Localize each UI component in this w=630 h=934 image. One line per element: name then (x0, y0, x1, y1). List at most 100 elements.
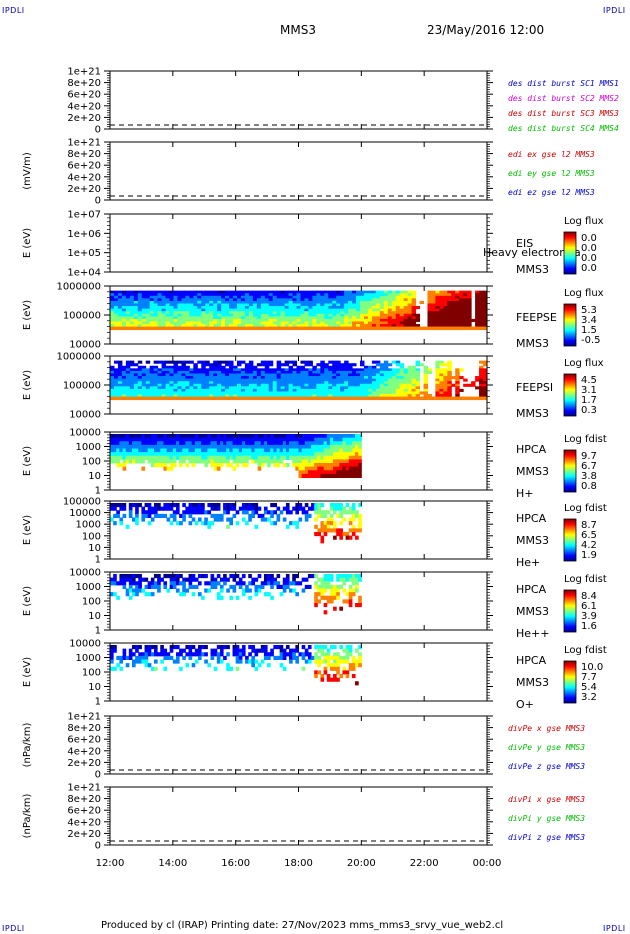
spectrogram-cell (213, 370, 218, 374)
spectrogram-cell (268, 363, 274, 367)
spectrogram-cell (110, 378, 115, 382)
spectrogram-cell (131, 459, 136, 464)
spectrogram-cell (391, 376, 397, 380)
spectrogram-cell (363, 316, 369, 320)
spectrogram-cell (328, 394, 333, 398)
spectrogram-cell (391, 306, 397, 310)
spectrogram-cell (391, 316, 397, 320)
spectrogram-cell (157, 444, 161, 449)
spectrogram-cell (391, 295, 397, 299)
spectrogram-cell (288, 293, 294, 297)
spectrogram-cell (320, 321, 325, 325)
spectrogram-cell (324, 381, 329, 385)
spectrogram-cell (217, 391, 222, 395)
spectrogram-cell (216, 652, 221, 657)
spectrogram-cell (367, 381, 373, 385)
spectrogram-cell (189, 313, 194, 317)
spectrogram-cell (363, 311, 369, 315)
spectrogram-cell (320, 595, 325, 600)
spectrogram-cell (351, 532, 356, 537)
spectrogram-cell (276, 303, 282, 307)
spectrogram-cell (165, 313, 171, 317)
spectrogram-cell (288, 321, 294, 325)
spectrogram-cell (191, 506, 196, 511)
spectrogram-cell (284, 313, 290, 317)
spectrogram-cell (236, 290, 242, 294)
spectrogram-cell (135, 574, 139, 579)
spectrogram-cell (295, 441, 299, 446)
spectrogram-cell (221, 376, 226, 380)
spectrogram-cell (363, 383, 369, 387)
spectrogram-cell (179, 581, 183, 586)
spectrogram-cell (356, 303, 361, 307)
spectrogram-cell (260, 463, 265, 468)
spectrogram-cell (467, 290, 472, 294)
spectrogram-cell (226, 506, 230, 511)
spectrogram-cell (204, 652, 208, 657)
spectrogram-cell (169, 368, 174, 372)
spectrogram-cell (117, 391, 123, 395)
spectrogram-cell (292, 316, 298, 320)
spectrogram-cell (395, 363, 401, 367)
spectrogram-cell (383, 293, 389, 297)
spectrogram-cell (235, 437, 240, 442)
spectrogram-cell (149, 365, 155, 369)
spectrogram-cell (411, 300, 417, 304)
spectrogram-cell (189, 300, 194, 304)
spectrogram-cell (141, 306, 147, 310)
spectrogram-cell (455, 290, 460, 294)
spectrogram-cell (348, 391, 353, 395)
spectrogram-cell (326, 466, 331, 471)
spectrogram-cell (185, 444, 190, 449)
spectrogram-cell (356, 295, 361, 299)
spectrogram-cell (153, 381, 159, 385)
spectrogram-cell (185, 448, 190, 453)
spectrogram-cell (348, 603, 353, 608)
spectrogram-cell (121, 378, 127, 382)
spectrogram-cell (260, 376, 266, 380)
spectrogram-cell (328, 313, 333, 317)
spectrogram-cell (252, 370, 258, 374)
spectrogram-cell (213, 381, 218, 385)
spectrogram-cell (179, 437, 183, 442)
spectrogram-cell (284, 368, 290, 372)
spectrogram-cell (308, 311, 313, 315)
spectrogram-cell (270, 581, 274, 586)
spectrogram-cell (260, 455, 265, 460)
spectrogram-cell (197, 510, 202, 515)
spectrogram-cell (197, 303, 202, 307)
spectrogram-cell (459, 298, 464, 302)
spectrogram-cell (300, 394, 305, 398)
spectrogram-cell (431, 298, 436, 302)
spectrogram-cell (213, 290, 218, 294)
spectrogram-cell (122, 513, 127, 518)
spectrogram-cell (295, 459, 299, 464)
spectrogram-cell (379, 386, 385, 390)
spectrogram-cell (260, 584, 265, 589)
spectrogram-cell (204, 510, 208, 515)
spectrogram-cell (191, 645, 196, 650)
spectrogram-band (229, 326, 234, 331)
spectrogram-cell (175, 521, 180, 526)
spectrogram-cell (316, 316, 321, 320)
spectrogram-cell (117, 318, 123, 322)
spectrogram-cell (137, 316, 143, 320)
spectrogram-cell (267, 444, 271, 449)
spectrogram-cell (191, 437, 196, 442)
spectrogram-cell (447, 386, 452, 390)
spectrogram-cell (352, 383, 357, 387)
spectrogram-cell (166, 517, 171, 522)
spectrogram-cell (252, 318, 258, 322)
spectrogram-cell (201, 368, 206, 372)
spectrogram-cell (205, 391, 210, 395)
spectrogram-cell (182, 510, 186, 515)
spectrogram-cell (241, 581, 246, 586)
spectrogram-cell (150, 434, 155, 439)
spectrogram-cell (395, 381, 401, 385)
spectrogram-cell (282, 584, 287, 589)
spectrogram-cell (209, 300, 214, 304)
y-tick-label: 100000 (63, 381, 101, 392)
colorbar (563, 589, 577, 633)
spectrogram-cell (110, 373, 115, 377)
spectrogram-cell (475, 306, 480, 310)
